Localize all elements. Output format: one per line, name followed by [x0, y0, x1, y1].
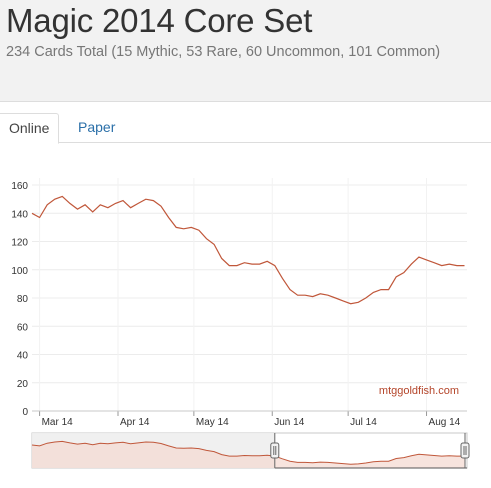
format-tabs: Online Paper — [0, 113, 491, 144]
header: Magic 2014 Core Set 234 Cards Total (15 … — [0, 0, 491, 102]
y-tick-label: 80 — [17, 294, 29, 305]
y-tick-label: 60 — [17, 322, 29, 333]
y-tick-label: 100 — [11, 266, 28, 277]
y-tick-label: 160 — [11, 181, 28, 192]
tab-paper[interactable]: Paper — [78, 119, 116, 135]
x-tick-label: Jun 14 — [274, 417, 304, 428]
x-tick-label: May 14 — [196, 417, 229, 428]
y-tick-label: 40 — [17, 351, 29, 362]
card-count-summary: 234 Cards Total (15 Mythic, 53 Rare, 60 … — [6, 44, 441, 60]
tab-online[interactable]: Online — [0, 113, 60, 144]
y-tick-label: 140 — [11, 209, 28, 220]
price-chart-svg: 0 20 40 60 80 100 120 140 160 Mar 14 Apr 14 May 14 J… — [11, 178, 470, 469]
x-tick-label: Jul 14 — [350, 417, 377, 428]
watermark-label: mtggoldfish.com — [379, 385, 459, 397]
navigator-series-line — [31, 440, 465, 465]
y-tick-label: 120 — [11, 238, 28, 249]
navigator-handle[interactable] — [460, 442, 470, 459]
navigator-handle[interactable] — [270, 442, 280, 459]
price-series-line — [31, 195, 465, 305]
x-tick-label: Mar 14 — [42, 417, 74, 428]
x-tick-label: Apr 14 — [120, 417, 150, 428]
y-tick-label: 20 — [17, 379, 29, 390]
y-tick-label: 0 — [22, 407, 28, 418]
x-tick-label: Aug 14 — [429, 417, 461, 428]
price-chart: 0 20 40 60 80 100 120 140 160 Mar 14 Apr 14 May 14 J… — [0, 160, 491, 483]
navigator-series-area — [32, 441, 465, 468]
page-title: Magic 2014 Core Set — [6, 2, 313, 39]
